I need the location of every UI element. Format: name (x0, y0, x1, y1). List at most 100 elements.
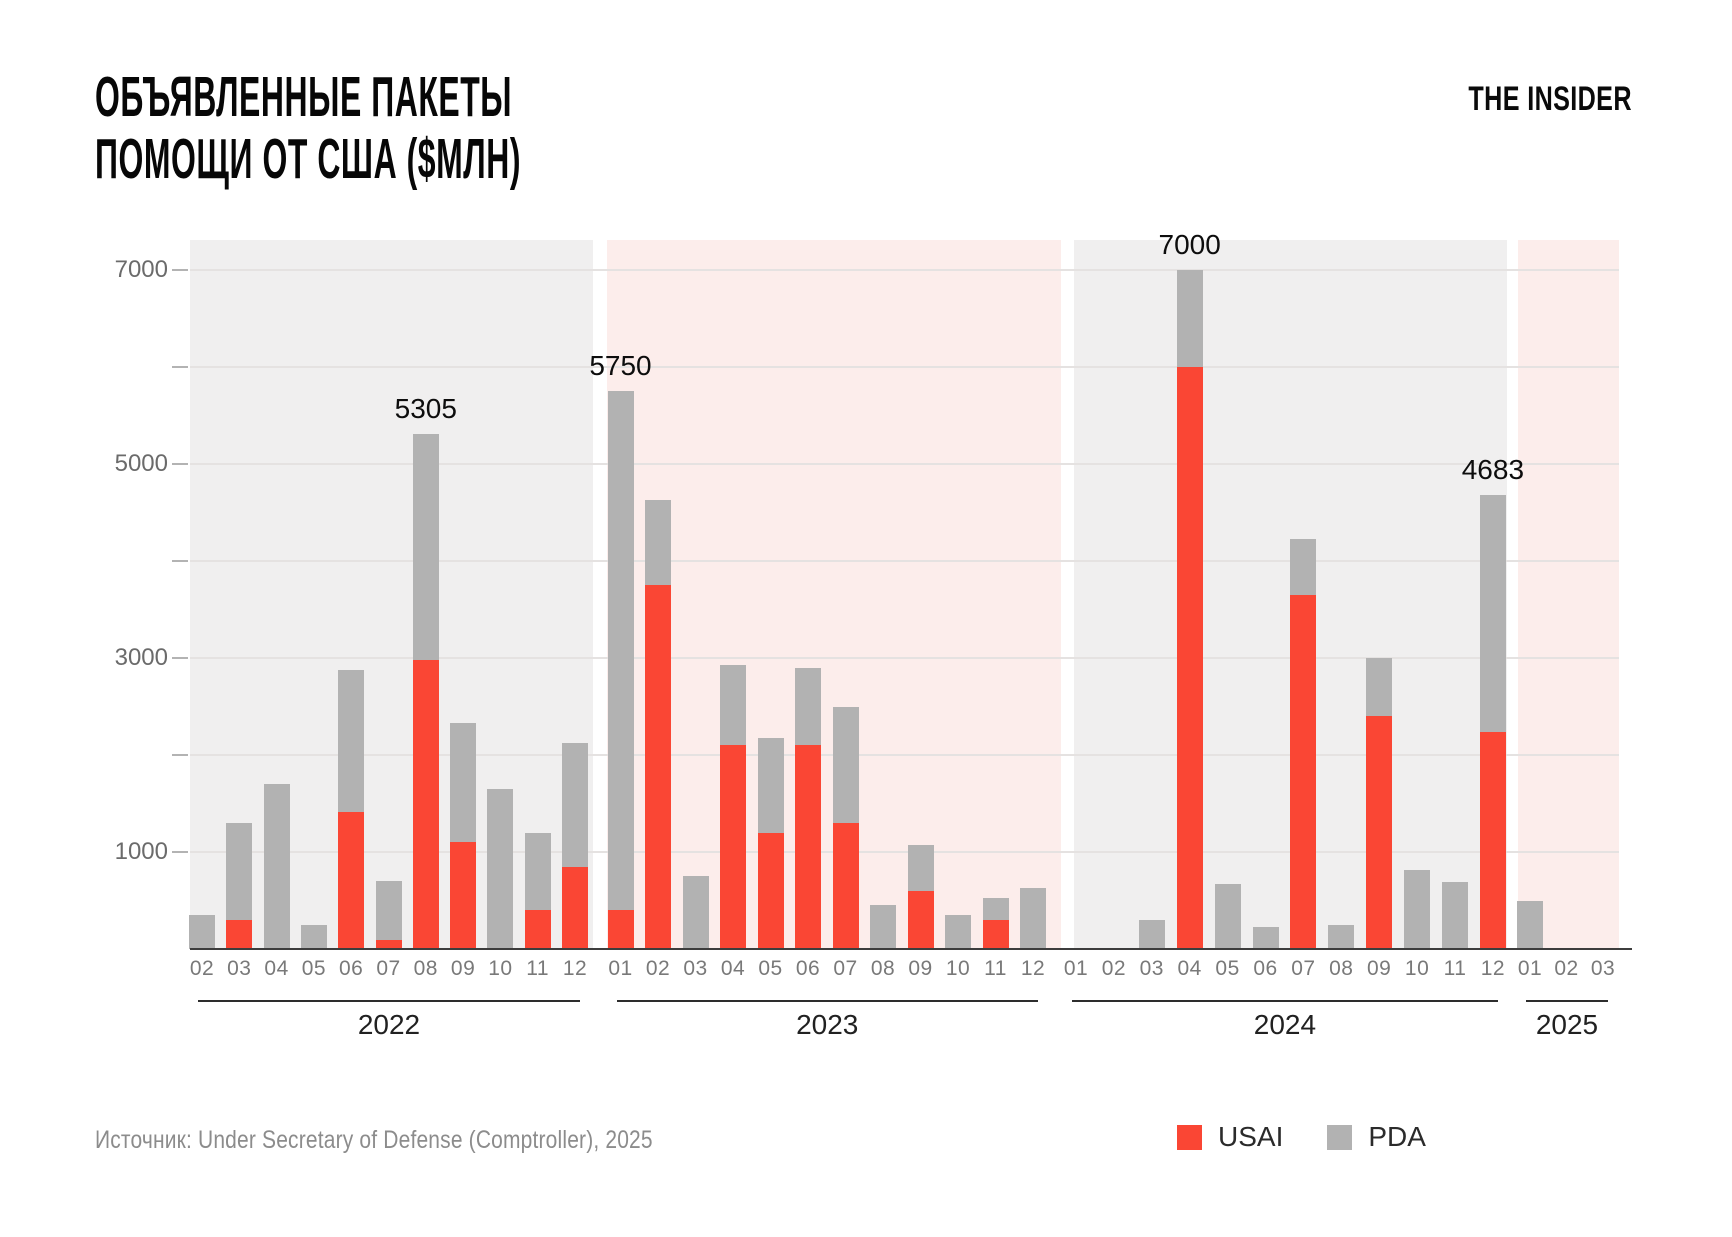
gridline-7000 (190, 269, 1619, 271)
bar-2023-10 (945, 914, 971, 949)
bar-2022-11-usai (524, 910, 551, 949)
source-note: Источник: Under Secretary of Defense (Co… (95, 1126, 653, 1154)
month-label-2023-05: 05 (758, 957, 783, 980)
bar-2023-07 (832, 706, 859, 950)
bar-2022-11-pda (524, 832, 551, 911)
legend-item-usai: USAI (1177, 1121, 1283, 1153)
bar-2023-02 (645, 500, 671, 949)
month-label-2022-10: 10 (488, 957, 513, 980)
bar-2022-02 (189, 915, 215, 949)
bar-2022-08 (412, 434, 439, 949)
bar-2023-10-pda (945, 914, 971, 949)
bar-2022-05-pda (300, 924, 327, 949)
bar-2023-11 (982, 898, 1009, 949)
bar-2023-02-pda (645, 500, 671, 586)
bar-2023-06-pda (795, 667, 821, 746)
bar-2024-12 (1479, 494, 1506, 949)
y-axis-label-1000: 1000 (114, 838, 168, 865)
month-label-2024-10: 10 (1404, 957, 1430, 980)
bar-2024-09 (1366, 658, 1393, 949)
y-tick-2000 (172, 754, 188, 756)
bar-2023-05-usai (757, 832, 784, 949)
y-tick-1000 (172, 851, 188, 853)
bar-2023-01 (607, 391, 634, 949)
bar-2022-12-usai (562, 866, 588, 949)
month-label-2024-02: 02 (1101, 957, 1127, 980)
month-label-2024-08: 08 (1329, 957, 1354, 980)
bar-2022-06 (338, 669, 365, 949)
bar-2023-08-pda (870, 904, 896, 949)
bar-2023-06 (795, 667, 821, 949)
year-label-2025: 2025 (1535, 1009, 1599, 1040)
bar-2023-01-usai (607, 910, 634, 949)
bar-2022-09-usai (450, 842, 477, 949)
bar-2023-04 (720, 665, 746, 949)
year-band-2025 (1518, 240, 1619, 949)
bar-2023-09-pda (907, 844, 934, 891)
month-label-2024-09: 09 (1367, 957, 1392, 980)
bar-2023-12 (1020, 887, 1046, 949)
month-label-2023-01: 01 (608, 957, 633, 980)
bar-2023-09-usai (907, 890, 934, 949)
y-axis-label-7000: 7000 (114, 256, 168, 283)
month-label-2024-05: 05 (1215, 957, 1240, 980)
bar-2023-02-usai (645, 585, 671, 949)
month-label-2022-08: 08 (413, 957, 438, 980)
value-callout-2024-04: 7000 (1158, 229, 1221, 260)
bar-2024-05-pda (1214, 883, 1241, 949)
bar-2022-09 (450, 722, 477, 949)
year-underline-2022 (198, 1000, 580, 1002)
gridline-3000 (190, 657, 1619, 659)
bar-2025-01-pda (1517, 900, 1543, 949)
bar-2022-04 (263, 784, 290, 949)
bar-2022-02-pda (189, 915, 215, 949)
bar-2022-05 (300, 924, 327, 949)
month-label-2023-12: 12 (1020, 957, 1046, 980)
bar-2022-04-pda (263, 784, 290, 949)
page-title-line-1: ОБЪЯВЛЕННЫЕ ПАКЕТЫ (95, 65, 513, 129)
bar-2024-07-pda (1290, 539, 1317, 595)
month-label-2023-07: 07 (833, 957, 858, 980)
month-label-2023-08: 08 (870, 957, 896, 980)
bar-2024-04-usai (1176, 367, 1203, 949)
bar-2022-06-usai (338, 812, 365, 949)
month-label-2022-03: 03 (227, 957, 252, 980)
gridline-5000 (190, 463, 1619, 465)
month-label-2025-03: 03 (1590, 957, 1616, 980)
y-tick-5000 (172, 463, 188, 465)
value-callout-2022-08: 5305 (394, 393, 457, 425)
month-label-2022-11: 11 (526, 957, 550, 980)
y-tick-6000 (172, 366, 188, 368)
legend-label-pda: PDA (1368, 1121, 1426, 1152)
month-label-2024-03: 03 (1139, 957, 1164, 980)
month-label-2024-07: 07 (1291, 957, 1316, 980)
bar-2022-07-usai (375, 940, 402, 949)
bar-2022-03 (226, 822, 253, 949)
month-label-2024-01: 01 (1063, 957, 1089, 980)
year-underline-2025 (1526, 1000, 1608, 1002)
page-title-line-2: ПОМОЩИ ОТ США ($МЛН) (95, 127, 522, 191)
bar-2024-11-pda (1442, 882, 1468, 949)
bar-2023-11-pda (982, 898, 1009, 920)
bar-2022-08-pda (412, 434, 439, 660)
bar-2022-10-pda (487, 788, 514, 949)
bar-2025-01 (1517, 900, 1543, 949)
bar-2023-03 (682, 876, 709, 949)
bar-2022-10 (487, 788, 514, 949)
bar-2022-08-usai (412, 659, 439, 949)
bar-2022-09-pda (450, 722, 477, 843)
legend: USAI PDA (1177, 1121, 1426, 1153)
month-label-2023-10: 10 (945, 957, 971, 980)
month-label-2023-11: 11 (984, 957, 1007, 980)
bar-2022-06-pda (338, 669, 365, 813)
bar-2023-08 (870, 904, 896, 949)
bar-2024-05 (1214, 883, 1241, 949)
y-axis-label-3000: 3000 (114, 644, 168, 671)
bar-2024-06 (1252, 927, 1279, 949)
month-label-2023-04: 04 (720, 957, 746, 980)
usai-swatch-icon (1177, 1124, 1202, 1150)
bar-2024-06-pda (1252, 927, 1279, 949)
month-label-2024-04: 04 (1177, 957, 1202, 980)
bar-2022-11 (524, 832, 551, 949)
